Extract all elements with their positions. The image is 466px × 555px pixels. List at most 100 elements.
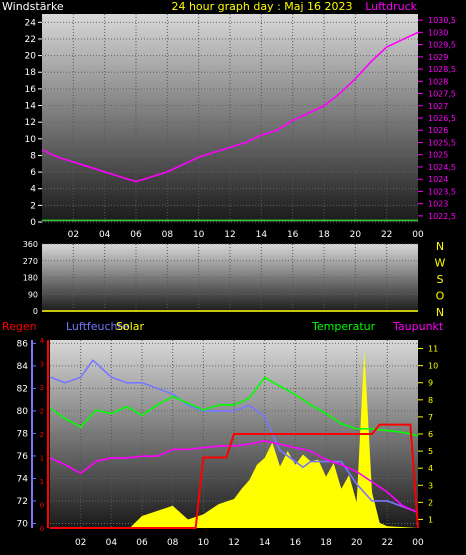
compass-label: N [436,306,444,319]
right-tick-label: 3 [428,481,433,490]
panel1-right-ticks: 1022,5 1023 1023,5 1024 1024,5 1025 1025,5 1026… [418,16,456,221]
x-tick-label: 02 [68,230,79,240]
humidity-label: Luftfeuchte [66,320,129,333]
right-tick-label: 1024,5 [428,163,456,172]
x-tick-label: 08 [167,538,179,548]
left-tick-label: 4 [30,185,36,195]
left-tick-label: 24 [25,18,37,28]
panel3-right-ticks: 1 2 3 4 5 6 7 8 9 10 11 [418,345,438,524]
right-tick-label: 1026,5 [428,114,456,123]
compass-label: W [435,257,446,270]
left-tick-label: 6 [30,168,36,178]
rain-tick-label: 2 [40,431,44,439]
right-tick-label: 9 [428,379,433,388]
right-tick-label: 1027,5 [428,90,456,99]
x-tick-label: 12 [224,230,235,240]
x-tick-label: 20 [351,538,363,548]
left-tick-label: 0 [33,307,38,316]
right-axis-title: Luftdruck [365,0,417,13]
right-tick-label: 6 [428,430,433,439]
right-tick-label: 1030 [428,28,448,37]
pressure-line [41,31,419,183]
panel3-rain-ticks: 0 0 1 1 2 2 3 3 4 [40,337,45,533]
right-tick-label: 1022,5 [428,212,456,221]
left-tick-label: 2 [30,201,36,211]
panel2-left-ticks: 0 90 180 270 360 [23,240,38,316]
solar-label: Solar [116,320,145,333]
rain-line [50,423,419,529]
rain-tick-label: 1 [40,455,44,463]
left-tick-label: 90 [28,290,38,299]
left-tick-label: 18 [25,68,37,78]
x-tick-label: 08 [162,230,174,240]
rain-tick-label: 4 [40,337,45,345]
right-tick-label: 1028 [428,77,448,86]
left-tick-label: 72 [17,497,28,507]
rain-tick-label: 0 [40,525,44,533]
panel1-background [42,14,418,222]
left-tick-label: 82 [17,384,28,394]
right-tick-label: 2 [428,498,433,507]
rain-tick-label: 3 [40,384,44,392]
right-tick-label: 1027 [428,102,448,111]
left-tick-label: 270 [23,257,38,266]
x-tick-label: 18 [318,230,330,240]
right-tick-label: 1023,5 [428,187,456,196]
right-tick-label: 1030,5 [428,16,456,25]
temperature-label: Temperatur [311,320,376,333]
x-tick-label: 14 [259,538,271,548]
left-tick-label: 180 [23,274,38,283]
right-tick-label: 1026 [428,126,448,135]
right-tick-label: 1029,5 [428,41,456,50]
left-tick-label: 86 [17,339,29,349]
right-tick-label: 11 [428,345,438,354]
x-tick-label: 14 [256,230,268,240]
left-tick-label: 70 [17,519,29,529]
solar-area [129,350,418,528]
left-tick-label: 20 [25,52,37,62]
chart-title: 24 hour graph day : Maj 16 2023 [171,0,352,13]
x-tick-label: 20 [350,230,362,240]
x-tick-label: 10 [198,538,210,548]
right-tick-label: 1025,5 [428,138,456,147]
right-tick-label: 1029 [428,53,448,62]
x-tick-label: 12 [228,538,239,548]
compass-label: S [437,273,444,286]
left-tick-label: 14 [25,102,37,112]
x-tick-label: 16 [287,230,299,240]
right-tick-label: 8 [428,396,433,405]
left-tick-label: 78 [17,429,29,439]
rain-tick-label: 3 [40,361,44,369]
left-tick-label: 76 [17,452,29,462]
rain-tick-label: 0 [40,502,44,510]
right-tick-label: 1023 [428,200,448,209]
compass-label: O [436,290,445,303]
panel3-x-ticks: 02 04 06 08 10 12 14 16 18 20 22 00 [75,538,424,548]
right-tick-label: 4 [428,464,433,473]
right-tick-label: 10 [428,362,438,371]
x-tick-label: 06 [130,230,142,240]
left-tick-label: 12 [25,118,36,128]
panel2-grid [42,243,418,312]
x-tick-label: 16 [290,538,302,548]
x-tick-label: 22 [382,538,393,548]
dewpoint-line [49,440,419,514]
rain-tick-label: 1 [40,478,44,486]
rain-tick-label: 2 [40,408,44,416]
compass-label: N [436,240,444,253]
right-tick-label: 1 [428,515,433,524]
right-tick-label: 5 [428,447,433,456]
left-tick-label: 22 [25,35,36,45]
left-tick-label: 74 [17,474,29,484]
x-tick-label: 04 [99,230,111,240]
panel3-left-ticks: 70 72 74 76 78 80 82 84 86 [17,339,36,529]
left-tick-label: 84 [17,362,29,372]
temperature-line [49,376,419,437]
x-tick-label: 18 [320,538,332,548]
dewpoint-label: Taupunkt [392,320,444,333]
x-tick-label: 06 [136,538,148,548]
